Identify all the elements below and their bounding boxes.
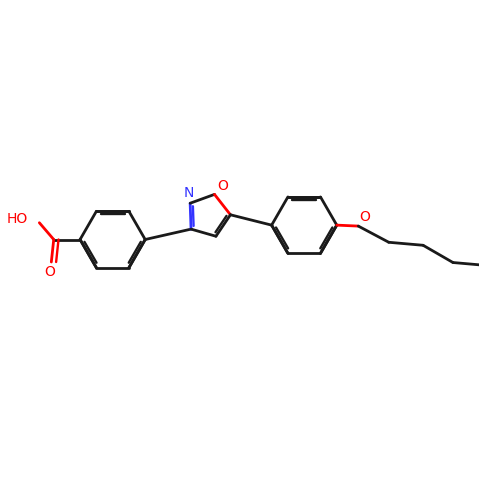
Text: O: O — [45, 264, 56, 279]
Text: O: O — [359, 209, 370, 224]
Text: O: O — [217, 179, 228, 193]
Text: HO: HO — [6, 212, 27, 226]
Text: N: N — [184, 186, 194, 200]
